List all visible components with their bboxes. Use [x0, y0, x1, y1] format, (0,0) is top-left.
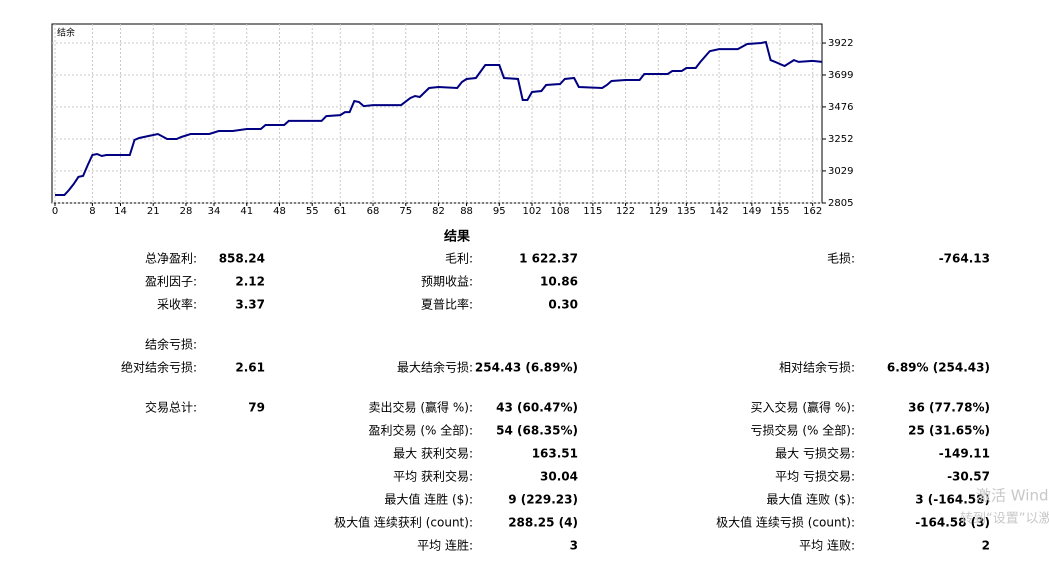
result-value: 25 (31.65%)	[908, 424, 990, 438]
result-label: 最大结余亏损:	[397, 360, 473, 375]
result-value: 2	[982, 539, 990, 553]
result-value: -30.57	[947, 470, 990, 484]
result-value: 858.24	[219, 252, 265, 266]
x-tick-label: 21	[147, 206, 160, 217]
result-label: 平均 亏损交易:	[775, 469, 855, 484]
result-label: 最大 亏损交易:	[775, 446, 855, 461]
x-tick-label: 162	[803, 206, 822, 217]
x-tick-label: 122	[616, 206, 635, 217]
result-label: 盈利因子:	[145, 275, 197, 289]
x-tick-label: 75	[399, 206, 412, 217]
y-tick-label: 3476	[828, 102, 853, 113]
result-value: -764.13	[939, 252, 990, 266]
x-tick-label: 34	[208, 206, 221, 217]
result-label: 毛损:	[827, 252, 855, 266]
y-tick-label: 2805	[828, 198, 853, 209]
result-value: 2.61	[235, 361, 265, 375]
result-value: 1 622.37	[519, 252, 578, 266]
result-label: 总净盈利:	[145, 252, 197, 266]
x-tick-label: 135	[677, 206, 696, 217]
result-value: 2.12	[235, 275, 265, 289]
result-label: 预期收益:	[421, 275, 473, 289]
result-value: 30.04	[540, 470, 578, 484]
result-value: 254.43 (6.89%)	[475, 361, 578, 375]
x-tick-label: 155	[770, 206, 789, 217]
x-tick-label: 102	[522, 206, 541, 217]
legend-label: 结余	[57, 27, 75, 39]
result-label: 平均 连败:	[799, 538, 855, 553]
result-label: 最大 获利交易:	[393, 446, 473, 461]
result-value: -149.11	[939, 447, 990, 461]
result-label: 交易总计:	[145, 400, 197, 415]
result-label: 相对结余亏损:	[779, 360, 855, 375]
result-label: 卖出交易 (赢得 %):	[369, 400, 473, 415]
y-tick-label: 3699	[828, 70, 853, 81]
result-label: 买入交易 (赢得 %):	[751, 400, 855, 415]
result-label: 极大值 连续获利 (count):	[334, 515, 473, 530]
x-tick-label: 8	[89, 206, 95, 217]
x-tick-label: 61	[334, 206, 347, 217]
x-tick-label: 142	[710, 206, 729, 217]
plot-frame	[51, 23, 823, 204]
result-value: 0.30	[548, 298, 578, 312]
y-tick-label: 3029	[828, 166, 853, 177]
result-value: 10.86	[540, 275, 578, 289]
result-label: 盈利交易 (% 全部):	[369, 423, 473, 438]
watermark: 激活 Windows	[976, 487, 1049, 505]
watermark: 转到“设置”以激活	[960, 512, 1049, 527]
x-tick-label: 115	[583, 206, 602, 217]
x-tick-label: 0	[52, 206, 58, 217]
x-tick-label: 41	[240, 206, 253, 217]
x-tick-label: 68	[367, 206, 380, 217]
x-tick-label: 95	[493, 206, 506, 217]
x-tick-label: 149	[742, 206, 761, 217]
results-title: 结果	[444, 229, 470, 245]
result-value: 79	[248, 401, 265, 415]
result-label: 采收率:	[157, 297, 197, 312]
result-label: 结余亏损:	[145, 337, 197, 352]
result-value: 43 (60.47%)	[496, 401, 578, 415]
x-tick-label: 129	[649, 206, 668, 217]
x-tick-label: 55	[306, 206, 319, 217]
result-value: 54 (68.35%)	[496, 424, 578, 438]
x-tick-label: 14	[114, 206, 127, 217]
result-value: 3.37	[235, 298, 265, 312]
x-tick-label: 82	[432, 206, 445, 217]
result-label: 极大值 连续亏损 (count):	[716, 515, 855, 530]
result-value: 163.51	[532, 447, 578, 461]
result-label: 毛利:	[445, 252, 473, 266]
y-tick-label: 3252	[828, 134, 853, 145]
x-tick-label: 48	[273, 206, 286, 217]
y-tick-label: 3922	[828, 38, 853, 49]
result-value: 288.25 (4)	[508, 516, 578, 530]
result-value: 3 (-164.58)	[915, 493, 990, 507]
result-label: 平均 获利交易:	[393, 469, 473, 484]
x-tick-label: 108	[551, 206, 570, 217]
result-value: -164.58 (3)	[915, 516, 990, 530]
balance-line	[55, 40, 823, 196]
result-value: 6.89% (254.43)	[887, 361, 990, 375]
result-label: 最大值 连败 ($):	[766, 492, 855, 507]
result-label: 最大值 连胜 ($):	[384, 492, 473, 507]
result-label: 夏普比率:	[421, 297, 473, 312]
result-label: 绝对结余亏损:	[121, 360, 197, 375]
x-tick-label: 88	[460, 206, 473, 217]
x-tick-label: 28	[180, 206, 193, 217]
result-value: 3	[570, 539, 578, 553]
result-label: 平均 连胜:	[417, 538, 473, 553]
result-label: 亏损交易 (% 全部):	[751, 423, 855, 438]
result-value: 36 (77.78%)	[908, 401, 990, 415]
result-value: 9 (229.23)	[508, 493, 578, 507]
